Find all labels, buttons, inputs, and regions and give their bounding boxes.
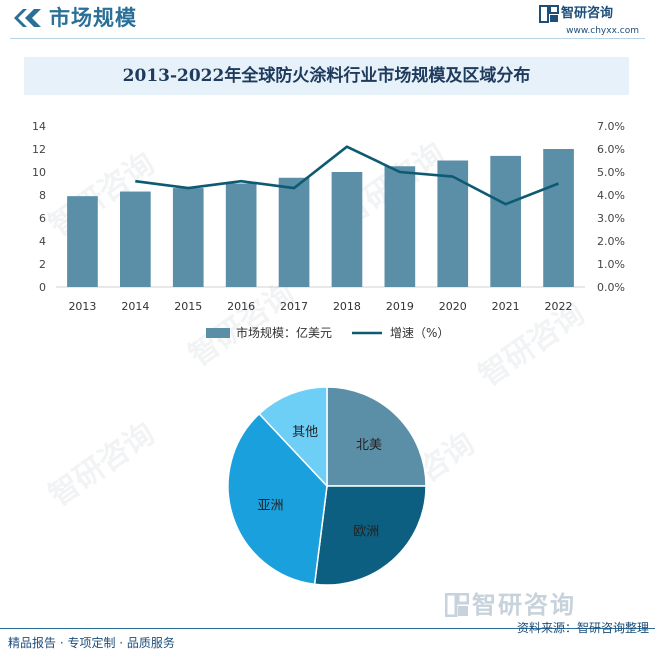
brand-url[interactable]: www.chyxx.com (566, 26, 639, 36)
x-tick-label: 2022 (545, 300, 573, 313)
bar[interactable] (543, 149, 574, 287)
bar[interactable] (384, 166, 416, 287)
x-tick-label: 2014 (121, 300, 149, 313)
brand-name: 智研咨询 (561, 6, 614, 21)
bar[interactable] (490, 155, 521, 287)
footer-tagline: 精品报告 · 专项定制 · 品质服务 (8, 636, 175, 650)
y-right-tick-label: 3.0% (597, 212, 625, 225)
brand[interactable]: 智研咨询 www.chyxx.com (539, 4, 639, 38)
x-tick-label: 2017 (280, 300, 308, 313)
bar-line-chart: 0 2 4 6 8 10 12 14 0.0% 1.0% 2.0% 3.0% 4.0% 5.0% 6.0% 7… (32, 120, 625, 340)
y-right-tick-label: 1.0% (597, 258, 625, 271)
growth-line[interactable] (135, 145, 559, 206)
brand-logo-icon (539, 5, 559, 23)
bar[interactable] (67, 196, 98, 287)
x-tick-label: 2019 (386, 300, 414, 313)
pie-slice[interactable] (227, 412, 328, 586)
y-left-tick-label: 12 (32, 143, 46, 156)
legend-label: 市场规模：亿美元 (236, 325, 332, 340)
double-chevron-icon (14, 9, 41, 27)
y-left-tick-label: 6 (39, 212, 46, 225)
y-left-tick-label: 0 (39, 281, 46, 294)
y-left-tick-label: 4 (39, 235, 46, 248)
x-tick-label: 2013 (68, 300, 96, 313)
y-right-tick-label: 4.0% (597, 189, 625, 202)
bar[interactable] (437, 160, 469, 288)
chart-title: 2013-2022年全球防火涂料行业市场规模及区域分布 (122, 66, 531, 86)
pie-slice-label: 欧洲 (353, 525, 379, 540)
pie-slice[interactable] (326, 386, 427, 487)
y-left-tick-label: 2 (39, 258, 46, 271)
footer-divider (0, 628, 655, 629)
y-right-tick-label: 7.0% (597, 120, 625, 133)
header: 市场规模 智研咨询 www.chyxx.com (0, 0, 655, 40)
y-right-tick-label: 2.0% (597, 235, 625, 248)
data-source: 资料来源：智研咨询整理 (516, 621, 649, 635)
pie-slice[interactable] (313, 485, 427, 586)
pie-slice-label: 北美 (356, 438, 382, 453)
x-tick-label: 2020 (439, 300, 467, 313)
footer-brand-logo-text: 智研咨询 (472, 591, 576, 619)
x-tick-label: 2015 (174, 300, 202, 313)
x-tick-label: 2021 (492, 300, 520, 313)
x-tick-label: 2016 (227, 300, 255, 313)
y-right-tick-label: 0.0% (597, 281, 625, 294)
x-tick-label: 2018 (333, 300, 361, 313)
y-left-tick-label: 10 (32, 166, 46, 179)
legend-swatch-bar (206, 328, 230, 338)
pie-slice-label: 亚洲 (257, 498, 283, 513)
bar[interactable] (120, 191, 151, 287)
bar[interactable] (278, 177, 310, 287)
page-title: 市场规模 (49, 6, 137, 30)
y-left-tick-label: 14 (32, 120, 46, 133)
pie-slice-label: 其他 (292, 425, 318, 440)
pie-slice[interactable] (258, 386, 328, 488)
bar[interactable] (225, 183, 257, 288)
brand-logo-icon (445, 593, 469, 617)
bar[interactable] (172, 188, 204, 287)
chart-title-band: 2013-2022年全球防火涂料行业市场规模及区域分布 (24, 57, 629, 95)
y-right-tick-label: 6.0% (597, 143, 625, 156)
y-left-tick-label: 8 (39, 189, 46, 202)
header-divider (10, 38, 645, 39)
legend-label: 增速（%） (390, 326, 449, 340)
y-right-tick-label: 5.0% (597, 166, 625, 179)
bar[interactable] (331, 172, 363, 287)
